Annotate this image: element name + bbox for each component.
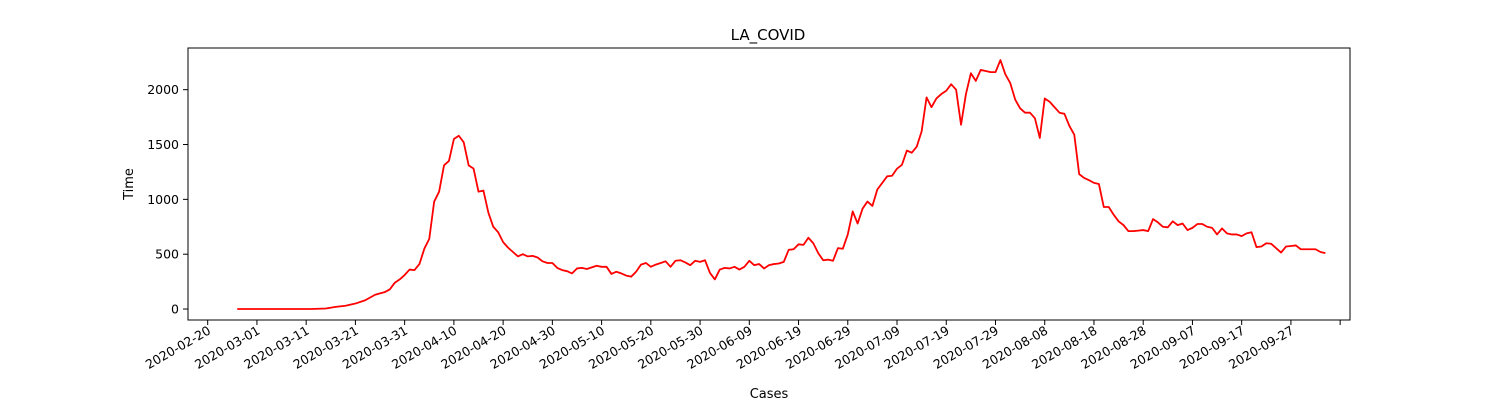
y-tick-label: 2000 xyxy=(147,82,179,97)
plot-area xyxy=(187,47,1351,321)
y-tick-label: 500 xyxy=(155,247,179,262)
x-axis-label: Cases xyxy=(750,387,789,400)
y-tick-label: 1000 xyxy=(147,192,179,207)
y-axis: 0 500 1000 1500 2000 xyxy=(147,82,188,317)
y-tick-label: 0 xyxy=(171,302,179,317)
series-layer xyxy=(237,59,1326,310)
series-line xyxy=(237,59,1326,310)
x-axis: 2020-02-202020-03-012020-03-112020-03-21… xyxy=(143,320,1341,372)
y-tick-label: 1500 xyxy=(147,137,179,152)
chart-title: LA_COVID xyxy=(731,26,806,45)
y-axis-label: Time xyxy=(122,168,137,201)
